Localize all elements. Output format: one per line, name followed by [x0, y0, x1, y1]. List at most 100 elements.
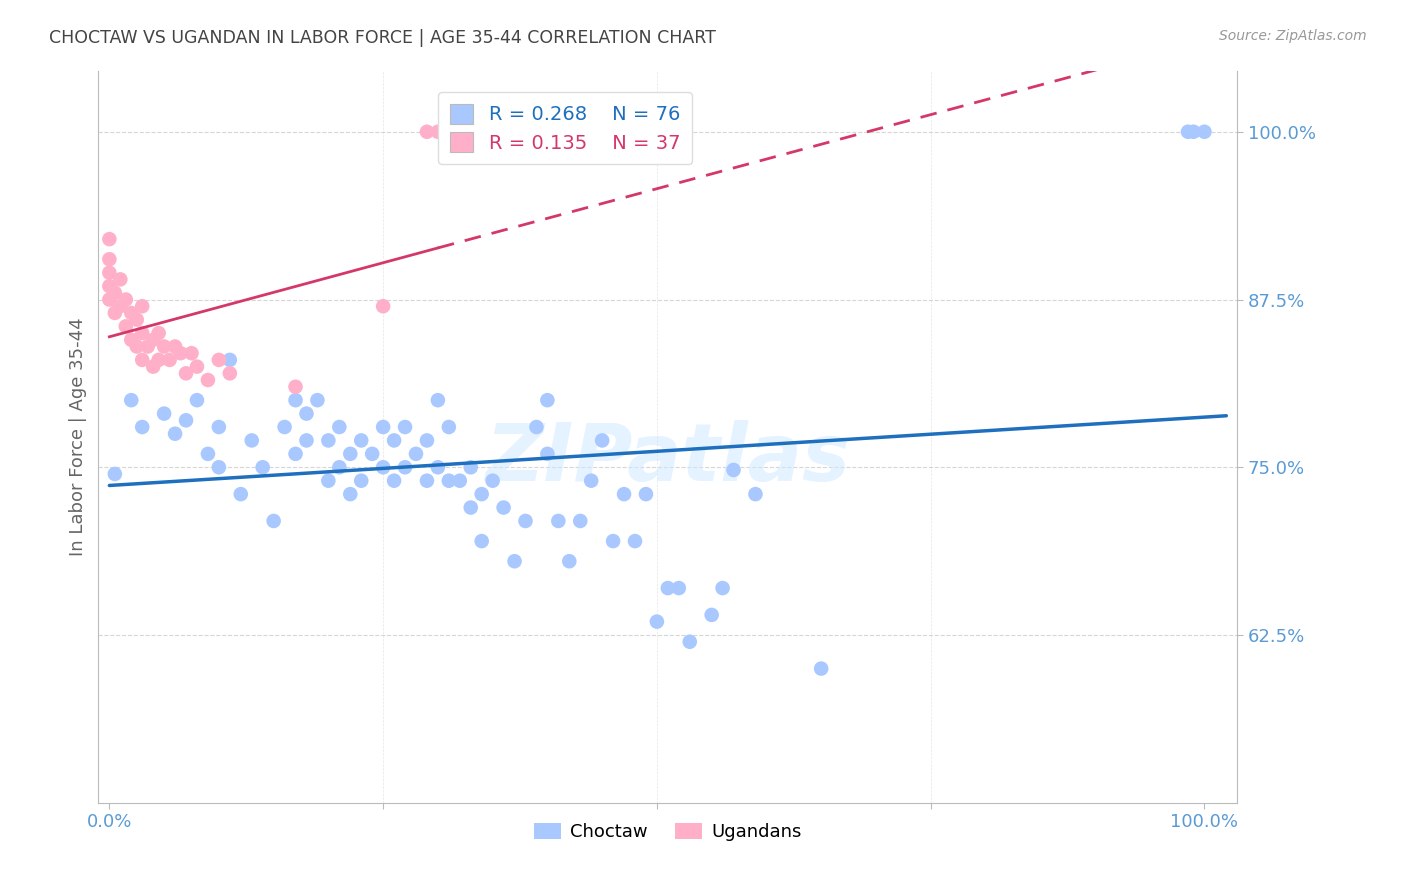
Point	[371, 460, 394, 475]
Point	[98, 252, 121, 267]
Point	[284, 447, 307, 461]
Point	[208, 420, 231, 434]
Point	[339, 487, 361, 501]
Point	[382, 474, 405, 488]
Point	[437, 474, 460, 488]
Point	[700, 607, 723, 622]
Point	[114, 319, 136, 334]
Point	[104, 306, 127, 320]
Point	[318, 434, 340, 448]
Point	[229, 487, 252, 501]
Y-axis label: In Labor Force | Age 35-44: In Labor Force | Age 35-44	[69, 318, 87, 557]
Point	[174, 367, 197, 381]
Point	[579, 474, 602, 488]
Point	[307, 393, 329, 408]
Point	[350, 434, 373, 448]
Point	[142, 333, 165, 347]
Point	[339, 447, 361, 461]
Point	[208, 352, 231, 367]
Point	[197, 447, 219, 461]
Point	[645, 615, 668, 629]
Point	[405, 447, 427, 461]
Point	[328, 460, 350, 475]
Point	[120, 306, 142, 320]
Point	[153, 407, 176, 421]
Point	[186, 393, 208, 408]
Point	[98, 279, 121, 293]
Point	[426, 393, 449, 408]
Point	[104, 467, 127, 481]
Point	[382, 434, 405, 448]
Point	[526, 420, 548, 434]
Point	[613, 487, 636, 501]
Point	[711, 581, 734, 595]
Text: ZIPatlas: ZIPatlas	[485, 420, 851, 498]
Point	[218, 367, 240, 381]
Point	[148, 352, 170, 367]
Text: Source: ZipAtlas.com: Source: ZipAtlas.com	[1219, 29, 1367, 44]
Point	[449, 474, 471, 488]
Point	[153, 339, 176, 353]
Text: CHOCTAW VS UGANDAN IN LABOR FORCE | AGE 35-44 CORRELATION CHART: CHOCTAW VS UGANDAN IN LABOR FORCE | AGE …	[49, 29, 716, 47]
Point	[426, 460, 449, 475]
Point	[284, 380, 307, 394]
Point	[394, 460, 416, 475]
Point	[148, 326, 170, 340]
Point	[131, 352, 153, 367]
Point	[98, 232, 121, 246]
Point	[180, 346, 202, 360]
Point	[460, 460, 482, 475]
Point	[295, 434, 318, 448]
Point	[481, 474, 503, 488]
Point	[165, 339, 187, 353]
Point	[136, 339, 159, 353]
Point	[624, 534, 647, 549]
Point	[416, 434, 439, 448]
Point	[165, 426, 187, 441]
Point	[110, 299, 132, 313]
Point	[460, 500, 482, 515]
Point	[437, 420, 460, 434]
Point	[657, 581, 679, 595]
Point	[125, 339, 148, 353]
Point	[371, 299, 394, 313]
Point	[591, 434, 613, 448]
Point	[208, 460, 231, 475]
Point	[159, 352, 181, 367]
Point	[416, 474, 439, 488]
Point	[174, 413, 197, 427]
Point	[634, 487, 657, 501]
Point	[515, 514, 537, 528]
Point	[142, 359, 165, 374]
Point	[361, 447, 384, 461]
Point	[547, 514, 569, 528]
Point	[426, 125, 449, 139]
Point	[394, 420, 416, 434]
Point	[668, 581, 690, 595]
Point	[131, 326, 153, 340]
Point	[263, 514, 285, 528]
Point	[120, 333, 142, 347]
Point	[328, 420, 350, 434]
Point	[114, 293, 136, 307]
Point	[569, 514, 592, 528]
Point	[318, 474, 340, 488]
Point	[252, 460, 274, 475]
Point	[471, 487, 494, 501]
Point	[679, 634, 702, 648]
Point	[536, 393, 558, 408]
Point	[810, 662, 832, 676]
Point	[558, 554, 581, 568]
Point	[98, 293, 121, 307]
Point	[295, 407, 318, 421]
Point	[536, 447, 558, 461]
Point	[131, 299, 153, 313]
Point	[1194, 125, 1216, 139]
Point	[492, 500, 515, 515]
Point	[1182, 125, 1205, 139]
Point	[240, 434, 263, 448]
Point	[350, 474, 373, 488]
Point	[416, 125, 439, 139]
Point	[503, 554, 526, 568]
Point	[744, 487, 766, 501]
